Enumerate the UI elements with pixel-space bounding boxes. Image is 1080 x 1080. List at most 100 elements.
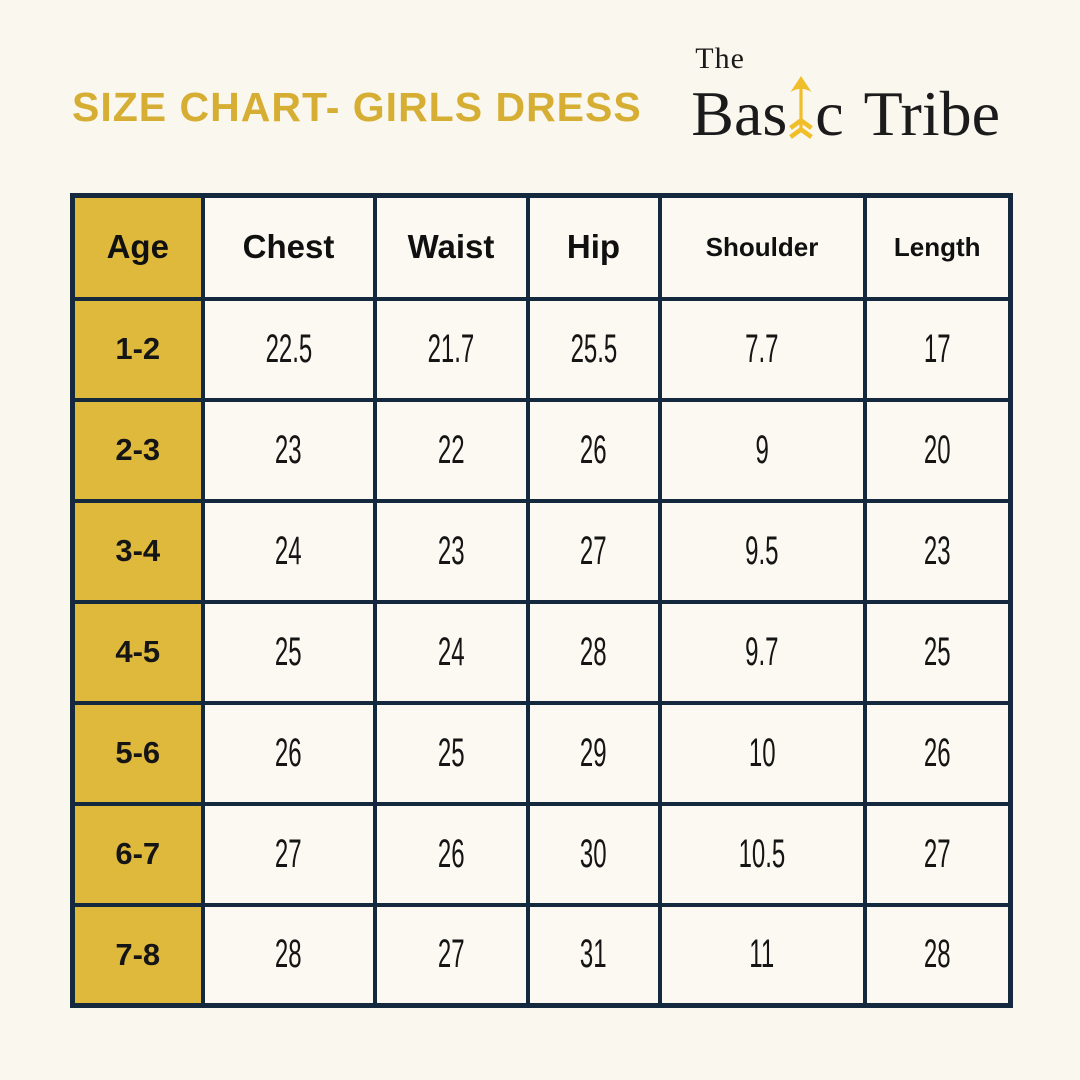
size-cell: 25: [200, 599, 377, 705]
size-cell: 11: [657, 902, 867, 1008]
table-row: 1-2 22.5 21.7 25.5 7.7 17: [70, 296, 1013, 402]
size-cell: 24: [200, 498, 377, 604]
size-cell: 27: [372, 902, 530, 1008]
size-cell: 26: [200, 700, 377, 806]
table-body: 1-2 22.5 21.7 25.5 7.7 17 2-3 23 22 26 9 20 3-4 24 23 2…: [70, 296, 1013, 1008]
column-header-shoulder: Shoulder: [657, 193, 867, 301]
brand-word-the: The: [695, 42, 745, 75]
size-cell: 23: [372, 498, 530, 604]
size-cell: 27: [862, 801, 1013, 907]
size-value: 27: [437, 932, 465, 977]
size-cell: 17: [862, 296, 1013, 402]
column-header-hip: Hip: [525, 193, 662, 301]
size-cell: 26: [372, 801, 530, 907]
size-cell: 20: [862, 397, 1013, 503]
size-cell: 29: [525, 700, 662, 806]
header-row: Age Chest Waist Hip Shoulder Length: [70, 193, 1013, 301]
brand-word-tribe: Tribe: [863, 78, 1000, 149]
age-cell: 5-6: [70, 700, 205, 806]
age-cell: 2-3: [70, 397, 205, 503]
size-value: 24: [437, 629, 465, 674]
column-header-chest: Chest: [200, 193, 377, 301]
size-value: 25: [437, 730, 465, 775]
page-title: SIZE CHART- GIRLS DRESS: [72, 84, 642, 130]
size-cell: 28: [200, 902, 377, 1008]
size-value: 10: [748, 730, 776, 775]
size-value: 21.7: [427, 326, 475, 371]
size-cell: 22: [372, 397, 530, 503]
size-value: 28: [580, 629, 607, 674]
size-value: 9.7: [745, 629, 779, 674]
size-cell: 30: [525, 801, 662, 907]
size-value: 23: [437, 528, 465, 573]
column-header-age: Age: [70, 193, 205, 301]
size-value: 22.5: [265, 326, 312, 371]
size-value: 23: [923, 528, 951, 573]
size-value: 20: [923, 427, 951, 472]
size-cell: 10.5: [657, 801, 867, 907]
size-cell: 28: [862, 902, 1013, 1008]
size-value: 31: [580, 932, 607, 977]
size-cell: 10: [657, 700, 867, 806]
size-value: 26: [275, 730, 302, 775]
size-cell: 9.5: [657, 498, 867, 604]
size-value: 27: [275, 831, 302, 876]
table-row: 3-4 24 23 27 9.5 23: [70, 498, 1013, 604]
table-row: 6-7 27 26 30 10.5 27: [70, 801, 1013, 907]
size-value: 28: [923, 932, 951, 977]
size-value: 23: [275, 427, 302, 472]
table-row: 7-8 28 27 31 11 28: [70, 902, 1013, 1008]
size-value: 9: [755, 427, 769, 472]
table-row: 4-5 25 24 28 9.7 25: [70, 599, 1013, 705]
size-value: 29: [580, 730, 607, 775]
size-value: 28: [275, 932, 302, 977]
size-cell: 27: [200, 801, 377, 907]
size-value: 27: [923, 831, 951, 876]
size-cell: 26: [862, 700, 1013, 806]
size-value: 30: [580, 831, 607, 876]
size-value: 26: [923, 730, 951, 775]
size-cell: 27: [525, 498, 662, 604]
age-cell: 6-7: [70, 801, 205, 907]
size-value: 25.5: [570, 326, 617, 371]
age-cell: 4-5: [70, 599, 205, 705]
column-header-length: Length: [862, 193, 1013, 301]
size-cell: 9.7: [657, 599, 867, 705]
size-value: 10.5: [738, 831, 786, 876]
table-row: 2-3 23 22 26 9 20: [70, 397, 1013, 503]
brand-basic-pre: Bas: [691, 78, 788, 149]
size-cell: 9: [657, 397, 867, 503]
age-cell: 3-4: [70, 498, 205, 604]
size-cell: 24: [372, 599, 530, 705]
brand-logo: The Bas c Tribe: [691, 44, 1000, 146]
size-value: 17: [923, 326, 951, 371]
size-value: 25: [275, 629, 302, 674]
size-cell: 21.7: [372, 296, 530, 402]
size-cell: 25: [372, 700, 530, 806]
size-cell: 25: [862, 599, 1013, 705]
size-value: 26: [580, 427, 607, 472]
size-value: 9.5: [745, 528, 779, 573]
brand-basic-post: c: [815, 78, 844, 149]
size-cell: 31: [525, 902, 662, 1008]
size-value: 25: [923, 629, 951, 674]
size-cell: 23: [862, 498, 1013, 604]
size-value: 26: [437, 831, 465, 876]
size-value: 22: [437, 427, 465, 472]
size-value: 7.7: [745, 326, 779, 371]
size-cell: 7.7: [657, 296, 867, 402]
size-cell: 26: [525, 397, 662, 503]
size-value: 27: [580, 528, 607, 573]
size-value: 24: [275, 528, 302, 573]
size-cell: 22.5: [200, 296, 377, 402]
column-header-waist: Waist: [372, 193, 530, 301]
up-arrow-icon: [788, 76, 814, 144]
age-cell: 7-8: [70, 902, 205, 1008]
size-cell: 25.5: [525, 296, 662, 402]
brand-name: Bas c Tribe: [691, 76, 1000, 146]
size-cell: 23: [200, 397, 377, 503]
size-chart-table: Age Chest Waist Hip Shoulder Length 1-2 22.5 21…: [70, 193, 1013, 1008]
age-cell: 1-2: [70, 296, 205, 402]
table-row: 5-6 26 25 29 10 26: [70, 700, 1013, 806]
